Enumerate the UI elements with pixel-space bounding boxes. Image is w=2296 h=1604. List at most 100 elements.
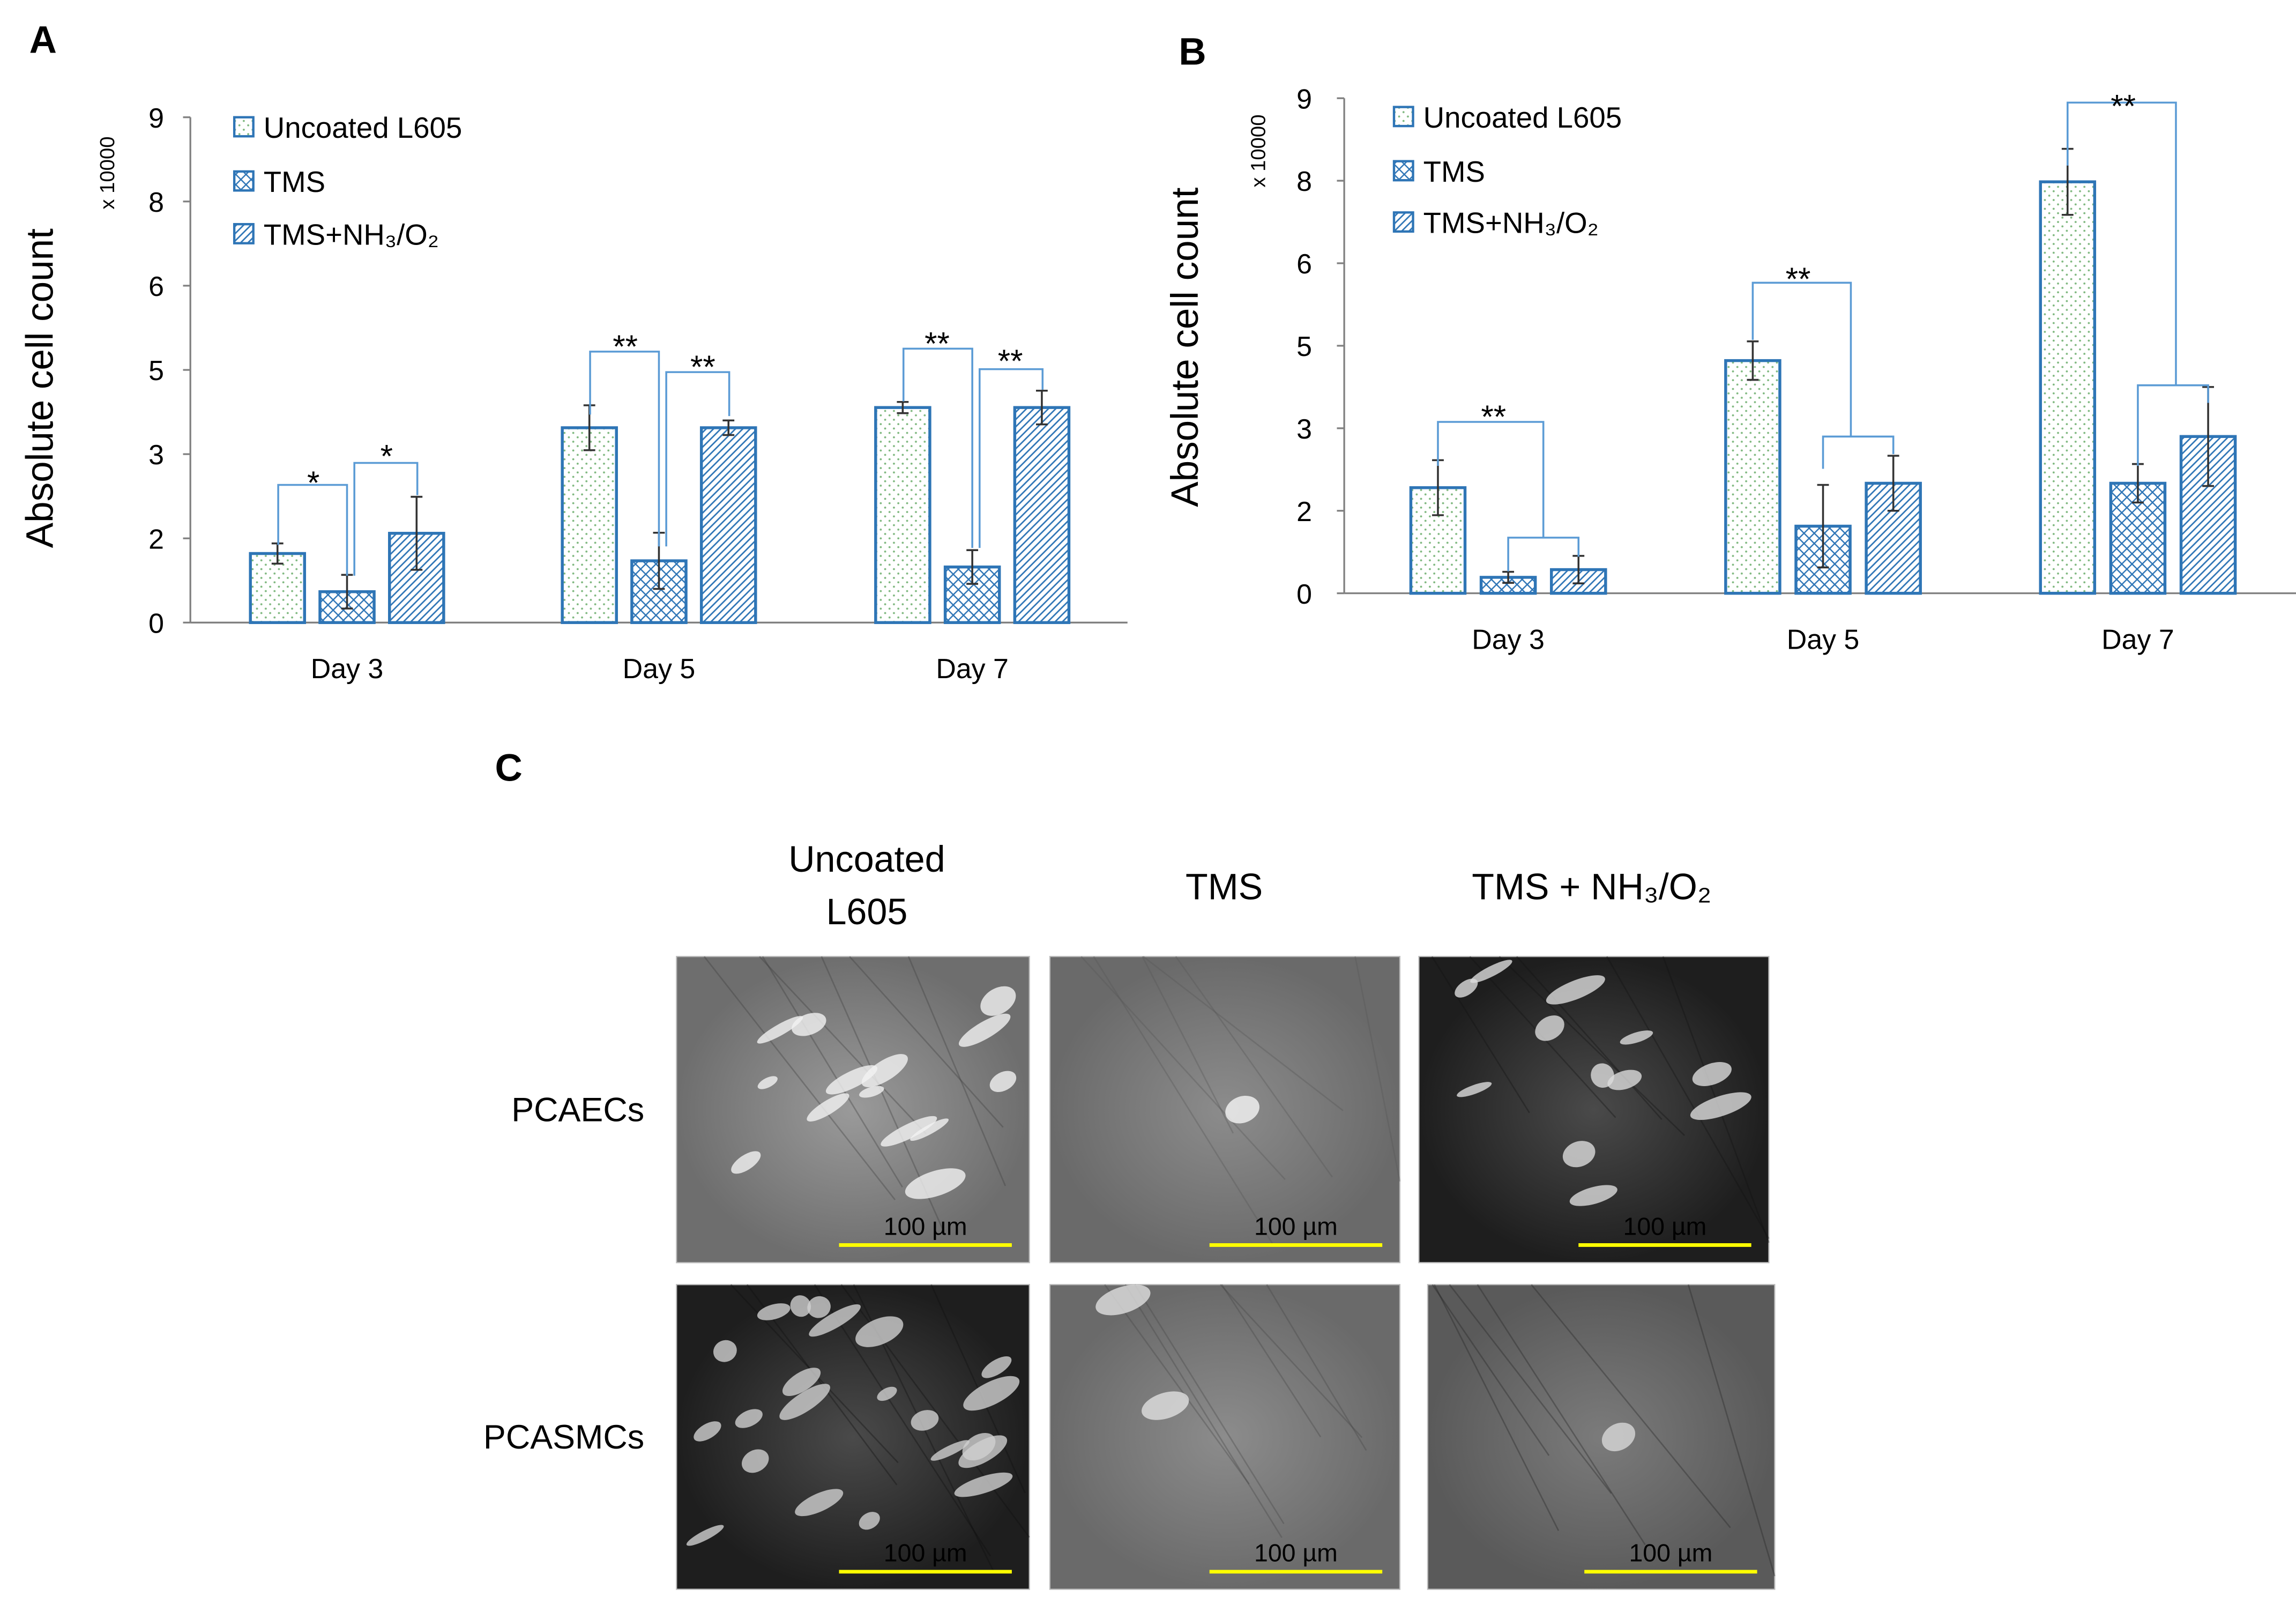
scratch	[1080, 956, 1286, 1180]
error-bar	[1817, 484, 1829, 569]
legend-label: TMS+NH₃/O₂	[264, 218, 439, 251]
cell	[1601, 1422, 1636, 1452]
row-label: PCASMCs	[483, 1419, 644, 1456]
scratch	[1431, 956, 1530, 1113]
cell	[731, 1151, 761, 1174]
cell	[989, 1071, 1017, 1093]
significance-bracket	[353, 462, 419, 576]
cell	[1225, 1095, 1259, 1124]
scratch	[1221, 1284, 1322, 1438]
y-tick-label: 2	[1296, 496, 1312, 528]
significance-bracket	[902, 347, 973, 548]
significance-bracket	[1822, 435, 1895, 469]
column-header: TMS + NH₃/O₂	[1472, 867, 1711, 908]
cell	[981, 1356, 1012, 1378]
cell	[686, 1525, 724, 1546]
legend-swatch	[1392, 106, 1414, 128]
micrograph-background	[676, 1284, 1030, 1590]
bar	[874, 406, 931, 625]
scale-bar-label: 100 µm	[1629, 1539, 1712, 1567]
micrograph-background	[1049, 1284, 1401, 1590]
cell	[958, 1435, 1008, 1468]
cell	[1607, 1070, 1642, 1090]
cell	[795, 1489, 844, 1517]
cell	[757, 1303, 791, 1320]
significance-label: *	[307, 465, 319, 501]
significance-bracket	[1751, 281, 1852, 437]
cell	[859, 1512, 880, 1530]
micrograph: 100 µm	[1418, 956, 1770, 1264]
cell	[809, 1304, 861, 1337]
cell	[713, 1340, 737, 1362]
y-tick-label: 3	[148, 440, 164, 471]
scratch	[1175, 956, 1333, 1178]
column-header: TMS	[1186, 867, 1263, 908]
y-tick-label: 8	[1296, 166, 1312, 197]
y-tick-label: 5	[1296, 331, 1312, 362]
scratch	[1531, 1284, 1731, 1528]
cell	[930, 1440, 970, 1461]
cell	[1562, 1141, 1596, 1168]
cell	[1470, 960, 1512, 983]
bar	[2039, 180, 2097, 595]
cell	[881, 1116, 937, 1147]
cell	[1095, 1284, 1151, 1316]
micrograph-background	[1049, 956, 1401, 1264]
x-tick-label: Day 5	[1787, 624, 1860, 655]
y-tick-label: 6	[1296, 249, 1312, 280]
micrograph: 100 µm	[1049, 1284, 1401, 1590]
cell	[1457, 1082, 1492, 1097]
scratch	[1606, 956, 1770, 1239]
cell	[735, 1409, 763, 1428]
y-multiplier: x 10000	[1247, 115, 1270, 188]
scratch	[1134, 1284, 1285, 1524]
cell	[1620, 1030, 1653, 1045]
scratch	[703, 956, 896, 1200]
significance-label: **	[925, 325, 950, 361]
x-tick-label: Day 7	[2101, 624, 2174, 655]
error-bar	[1747, 340, 1759, 381]
scale-bar-label: 100 µm	[884, 1539, 967, 1567]
micrograph: 100 µm	[676, 956, 1030, 1264]
error-bar	[1502, 570, 1515, 584]
scratch	[759, 956, 927, 1134]
error-bar	[1035, 389, 1048, 426]
x-tick-label: Day 7	[936, 654, 1009, 685]
scratch	[1499, 956, 1685, 1136]
error-bar	[722, 419, 735, 436]
bar	[1724, 359, 1781, 595]
cell	[980, 986, 1016, 1016]
scratch	[907, 956, 1007, 1186]
x-tick-label: Day 3	[1472, 624, 1545, 655]
scratch	[1434, 1284, 1560, 1531]
cell	[1535, 1015, 1564, 1041]
scratch	[1477, 1284, 1646, 1546]
cell	[790, 1295, 811, 1317]
legend-label: TMS	[1423, 155, 1485, 188]
significance-bracket	[1507, 537, 1580, 571]
chart: 0 2 3 5 6 8 9 x 10000 Absolute cell count Day 3 Da…	[19, 103, 1128, 685]
legend-swatch	[233, 116, 255, 138]
scratch	[1124, 1284, 1283, 1538]
cell	[958, 1013, 1011, 1047]
scratch	[814, 1284, 992, 1557]
scale-bar-label: 100 µm	[884, 1212, 967, 1240]
cell	[954, 1472, 1013, 1497]
y-axis-label: Absolute cell count	[19, 228, 61, 548]
cell	[877, 1386, 897, 1401]
scratch	[1687, 1284, 1776, 1577]
legend-swatch	[233, 170, 255, 192]
cell	[779, 1384, 831, 1420]
scratch	[762, 956, 903, 1188]
panel-label: B	[1179, 31, 1206, 73]
y-tick-label: 0	[148, 608, 164, 639]
micrograph-background	[676, 956, 1030, 1264]
y-multiplier: x 10000	[96, 136, 119, 209]
cell	[1692, 1062, 1732, 1086]
significance-bracket	[277, 484, 348, 576]
scratch	[1266, 1284, 1367, 1451]
micrograph-panel: Uncoated L605 TMS TMS + NH₃/O₂ PCAECs PCASMCs…	[483, 839, 1776, 1590]
scratch	[1104, 1284, 1250, 1484]
y-tick-label: 5	[148, 355, 164, 387]
